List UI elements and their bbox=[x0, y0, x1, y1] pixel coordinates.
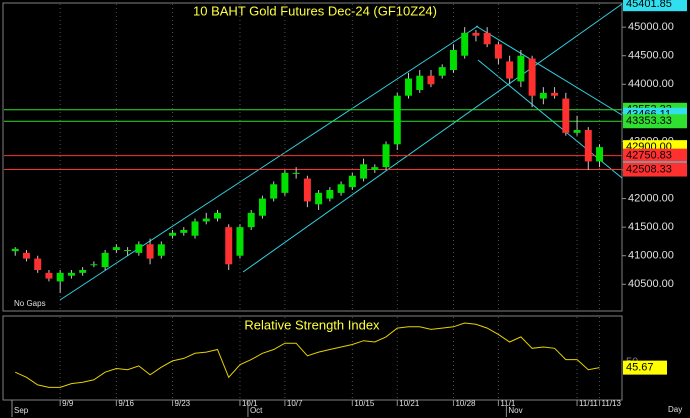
candle-body bbox=[348, 175, 356, 188]
level-box bbox=[623, 0, 687, 12]
rsi-line bbox=[14, 322, 600, 388]
candle-body bbox=[438, 67, 446, 76]
x-tick-label: 10/7 bbox=[287, 399, 303, 408]
candle-body bbox=[303, 178, 311, 202]
candle-body bbox=[427, 75, 435, 85]
trend-line bbox=[242, 3, 623, 273]
rsi-panel bbox=[2, 315, 623, 401]
candle-body bbox=[191, 221, 199, 236]
candle-body bbox=[281, 172, 289, 193]
y-tick-label: 44000.00 bbox=[628, 78, 674, 90]
x-tick-label: 10/15 bbox=[354, 399, 375, 408]
candle-body bbox=[146, 244, 154, 259]
candle-body bbox=[67, 272, 75, 276]
candle-body bbox=[270, 184, 278, 199]
month-label: Oct bbox=[250, 406, 263, 415]
candle-body bbox=[393, 95, 401, 145]
note: No Gaps bbox=[14, 299, 46, 308]
trend-line bbox=[59, 25, 479, 301]
x-tick-label: 9/16 bbox=[118, 399, 134, 408]
candle-body bbox=[596, 147, 604, 162]
candle-body bbox=[169, 232, 177, 236]
y-tick-label: 42000.00 bbox=[628, 192, 674, 204]
candle-body bbox=[34, 258, 42, 270]
candle-body bbox=[11, 248, 19, 252]
candle-body bbox=[225, 227, 233, 265]
candle-body bbox=[416, 75, 424, 90]
candle-body bbox=[573, 130, 581, 133]
candle-body bbox=[472, 32, 480, 36]
candle-body bbox=[360, 164, 368, 179]
x-tick-label: 10/28 bbox=[455, 399, 476, 408]
candle-body bbox=[112, 247, 120, 250]
candle-body bbox=[236, 227, 244, 256]
candle-body bbox=[562, 98, 570, 133]
level-box bbox=[623, 148, 687, 163]
candle-body bbox=[180, 230, 188, 233]
level-label: 42750.83 bbox=[626, 150, 672, 162]
month-label: Nov bbox=[508, 406, 522, 415]
candle-body bbox=[157, 244, 165, 256]
level-box bbox=[623, 114, 687, 129]
candle-body bbox=[202, 218, 210, 222]
candle-body bbox=[22, 252, 30, 259]
candle-body bbox=[315, 192, 323, 205]
candle-body bbox=[584, 130, 592, 162]
level-label: 43353.33 bbox=[626, 115, 672, 127]
candle-body bbox=[135, 244, 143, 253]
candle-body bbox=[461, 32, 469, 56]
candle-body bbox=[214, 212, 221, 219]
x-tick-label: 11/1 bbox=[500, 399, 516, 408]
last-value-box bbox=[623, 360, 667, 375]
candle-body bbox=[101, 252, 109, 268]
candle-body bbox=[449, 50, 457, 70]
last-value-label: 45.67 bbox=[626, 362, 654, 374]
candle-body bbox=[528, 58, 536, 96]
candle-body bbox=[494, 44, 502, 59]
candle-body bbox=[56, 272, 64, 282]
candle-body bbox=[292, 172, 300, 174]
x-unit: Day bbox=[668, 405, 682, 414]
trend-line bbox=[475, 25, 623, 116]
chart-title: 10 BAHT Gold Futures Dec-24 (GF10Z24) bbox=[193, 3, 437, 18]
x-tick-label: 9/9 bbox=[62, 399, 74, 408]
x-tick-label: 9/23 bbox=[175, 399, 191, 408]
candle-body bbox=[517, 55, 525, 82]
rsi-title: Relative Strength Index bbox=[244, 317, 380, 332]
candle-body bbox=[371, 167, 379, 170]
candle-body bbox=[90, 264, 98, 266]
y-tick-label: 40500.00 bbox=[628, 278, 674, 290]
candle-body bbox=[337, 184, 345, 193]
y-tick-label: 41500.00 bbox=[628, 221, 674, 233]
candle-body bbox=[258, 198, 266, 216]
x-tick-label: 10/1 bbox=[242, 399, 258, 408]
candle-body bbox=[539, 92, 547, 99]
candle-body bbox=[247, 212, 255, 228]
candle-body bbox=[326, 190, 334, 199]
candle-body bbox=[124, 250, 132, 251]
month-label: Sep bbox=[14, 406, 29, 415]
candle-body bbox=[483, 32, 491, 45]
y-tick-label: 44500.00 bbox=[628, 50, 674, 62]
level-label: 45401.85 bbox=[626, 0, 672, 10]
candle-body bbox=[405, 78, 412, 96]
candle-body bbox=[551, 92, 559, 96]
x-tick-label: 11/13 bbox=[602, 399, 622, 408]
x-tick-label: 11/11 bbox=[579, 399, 598, 408]
candle-body bbox=[382, 144, 390, 168]
candle-body bbox=[45, 272, 53, 279]
level-label: 42508.33 bbox=[626, 163, 672, 175]
y-tick-label: 41000.00 bbox=[628, 250, 674, 262]
x-tick-label: 10/21 bbox=[399, 399, 420, 408]
candle-body bbox=[506, 61, 514, 79]
level-box bbox=[623, 162, 687, 177]
y-tick-label: 45000.00 bbox=[628, 21, 674, 33]
candle-body bbox=[79, 270, 87, 273]
